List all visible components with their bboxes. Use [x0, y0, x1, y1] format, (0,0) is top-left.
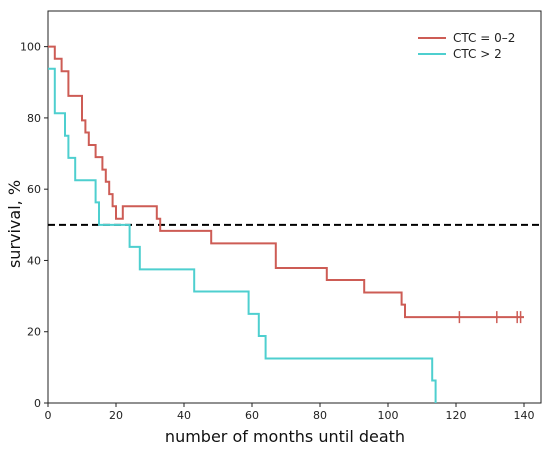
x-tick-label: 100 [378, 409, 399, 422]
y-tick-label: 40 [27, 254, 41, 267]
x-axis-title: number of months until death [165, 427, 405, 446]
y-tick-label: 0 [34, 397, 41, 410]
series-line-1 [48, 45, 524, 319]
legend-label-1: CTC = 0–2 [453, 31, 515, 45]
plot-border [47, 10, 542, 404]
x-tick-label: 80 [313, 409, 327, 422]
y-tick-label: 60 [27, 183, 41, 196]
legend: CTC = 0–2 CTC > 2 [418, 31, 515, 61]
series-layer [48, 45, 524, 403]
x-tick-label: 40 [177, 409, 191, 422]
y-axis-title: survival, % [5, 180, 24, 268]
x-tick-label: 0 [45, 409, 52, 422]
x-tick-label: 60 [245, 409, 259, 422]
series-line-2 [48, 67, 437, 403]
y-tick-label: 20 [27, 326, 41, 339]
x-tick-label: 20 [109, 409, 123, 422]
ticks-layer: 0 20 40 60 80 100 120 140 0 20 40 60 80 100 [20, 41, 535, 422]
x-tick-label: 140 [514, 409, 535, 422]
y-tick-label: 80 [27, 112, 41, 125]
plot-frame [47, 10, 542, 404]
legend-label-2: CTC > 2 [453, 47, 502, 61]
y-tick-label: 100 [20, 41, 41, 54]
x-tick-label: 120 [446, 409, 467, 422]
